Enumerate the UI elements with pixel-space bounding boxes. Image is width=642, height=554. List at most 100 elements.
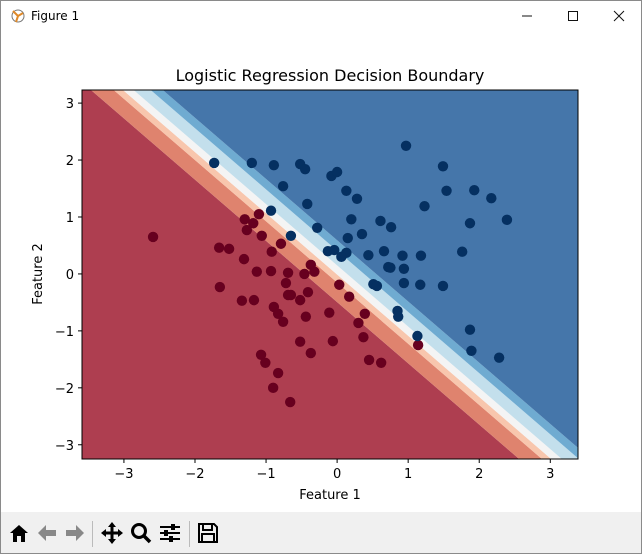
class-0-point (236, 295, 248, 306)
class-1-point (346, 214, 357, 225)
class-0-point (238, 253, 250, 265)
class-1-point (302, 198, 313, 210)
class-1-point (397, 250, 408, 261)
maximize-button[interactable] (550, 1, 596, 31)
zoom-icon (131, 523, 152, 544)
class-0-point (294, 294, 306, 306)
zoom-button[interactable] (127, 520, 155, 546)
class-0-point (412, 339, 424, 351)
axes-frame (81, 89, 579, 460)
class-1-point (398, 277, 410, 289)
class-0-point (280, 277, 292, 289)
class-0-point (309, 266, 320, 277)
pan-button[interactable] (98, 520, 126, 546)
class-1-point (385, 222, 397, 233)
class-1-point (312, 222, 323, 234)
class-0-point (251, 266, 263, 277)
class-0-point (334, 279, 345, 290)
class-0-point (302, 286, 314, 298)
class-0-point (214, 281, 226, 293)
class-1-point (415, 279, 426, 290)
class-1-point (501, 214, 513, 226)
class-0-point (147, 231, 159, 243)
class-0-point (223, 243, 235, 255)
class-0-point (343, 291, 355, 302)
class-1-point (415, 250, 427, 261)
class-1-point (419, 200, 430, 212)
class-1-point (356, 228, 368, 240)
class-1-point (246, 157, 258, 169)
class-0-point (275, 238, 287, 249)
maximize-icon (568, 11, 578, 21)
close-button[interactable] (596, 1, 642, 31)
class-0-point (305, 347, 317, 359)
configure-subplots-button[interactable] (156, 520, 184, 546)
class-0-point (359, 308, 371, 319)
y-tick-label: 1 (66, 211, 74, 226)
class-0-point (265, 265, 277, 277)
class-0-point (255, 349, 267, 360)
class-1-point (385, 262, 396, 273)
y-tick-label: 2 (66, 154, 74, 169)
class-1-point (265, 205, 277, 216)
class-1-point (398, 263, 410, 275)
y-tick-label: −3 (55, 439, 74, 454)
class-1-point (268, 159, 280, 171)
class-0-point (299, 268, 310, 280)
contour-band (150, 90, 578, 459)
class-1-point (331, 166, 343, 178)
class-0-point (260, 357, 271, 368)
class-1-point (441, 185, 452, 196)
minimize-button[interactable] (504, 1, 550, 31)
x-tick-label: −3 (114, 467, 133, 482)
class-1-point (208, 157, 220, 169)
x-tick-label: 1 (404, 467, 412, 482)
class-1-point (437, 161, 449, 172)
back-button[interactable] (33, 520, 61, 546)
class-1-point (375, 215, 386, 227)
x-axis: −3 −2 −1 0 1 2 3 (114, 459, 554, 482)
class-1-point (486, 192, 497, 204)
save-icon (198, 523, 218, 543)
class-1-point (466, 345, 477, 357)
x-tick-label: −1 (256, 467, 275, 482)
class-0-point (363, 354, 375, 366)
class-0-point (272, 308, 284, 319)
class-1-point (336, 251, 347, 263)
scatter-points (147, 140, 513, 408)
class-0-point (256, 230, 267, 241)
save-button[interactable] (194, 520, 222, 546)
class-0-point (213, 242, 225, 253)
class-0-point (248, 294, 260, 306)
forward-button[interactable] (61, 520, 89, 546)
title-bar: Figure 1 (1, 1, 641, 31)
class-0-point (358, 331, 369, 343)
class-0-point (294, 336, 306, 347)
class-1-point (341, 185, 352, 196)
y-tick-label: 3 (66, 97, 74, 112)
class-0-point (241, 224, 253, 236)
class-0-point (248, 218, 259, 229)
class-1-point (277, 181, 289, 192)
class-0-point (327, 335, 339, 347)
contour-band (133, 90, 578, 459)
class-1-point (493, 352, 505, 363)
class-0-point (282, 267, 294, 278)
class-0-point (253, 208, 265, 220)
class-0-point (277, 316, 289, 327)
contour-band (122, 90, 562, 459)
home-button[interactable] (5, 520, 33, 546)
class-0-point (300, 311, 312, 322)
contour-band (113, 90, 552, 459)
class-0-point (285, 289, 297, 301)
class-1-point (329, 244, 340, 256)
configure-subplots-icon (160, 524, 180, 542)
toolbar-separator (189, 521, 190, 547)
matplotlib-app-icon (11, 9, 25, 23)
class-1-point (393, 311, 404, 322)
pan-icon (101, 522, 123, 544)
class-1-point (363, 249, 374, 261)
class-1-point (437, 280, 449, 292)
forward-arrow-icon (66, 525, 84, 541)
y-tick-label: 0 (66, 268, 74, 283)
